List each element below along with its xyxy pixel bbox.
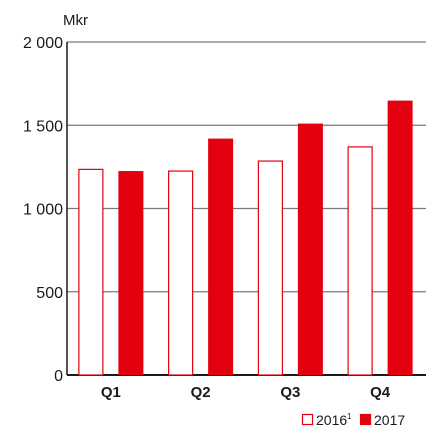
bar-2017-Q2: [208, 138, 234, 375]
legend-swatch-2016: [301, 413, 314, 426]
x-category-label: Q2: [191, 384, 211, 401]
bar-2017-Q3: [297, 123, 323, 376]
y-axis-unit-label: Mkr: [63, 12, 88, 29]
legend-swatch-2017: [359, 413, 372, 426]
bar-2016-Q1: [78, 168, 104, 376]
legend-label: 2016: [316, 412, 347, 428]
bar-2016-Q4: [347, 146, 373, 376]
legend-label: 2017: [374, 412, 405, 428]
x-category-label: Q1: [101, 384, 121, 401]
legend-footnote-marker: 1: [347, 412, 352, 421]
bar-2016-Q3: [257, 160, 283, 376]
y-tick-label: 1 500: [23, 118, 63, 135]
bar-2017-Q4: [387, 100, 413, 375]
y-tick-label: 0: [54, 368, 63, 385]
y-axis-ticks: 0 500 1 000 1 500 2 000: [23, 35, 63, 385]
y-tick-label: 2 000: [23, 35, 63, 52]
y-tick-label: 500: [36, 285, 63, 302]
x-category-label: Q4: [370, 384, 391, 401]
bar-2016-Q2: [168, 170, 194, 376]
x-category-label: Q3: [280, 384, 300, 401]
x-axis-categories: Q1 Q2 Q3 Q4: [101, 384, 391, 401]
y-tick-label: 1 000: [23, 202, 63, 219]
bar-2017-Q1: [118, 171, 144, 375]
bars: [78, 100, 413, 376]
legend: 2016 1 2017: [301, 412, 405, 428]
